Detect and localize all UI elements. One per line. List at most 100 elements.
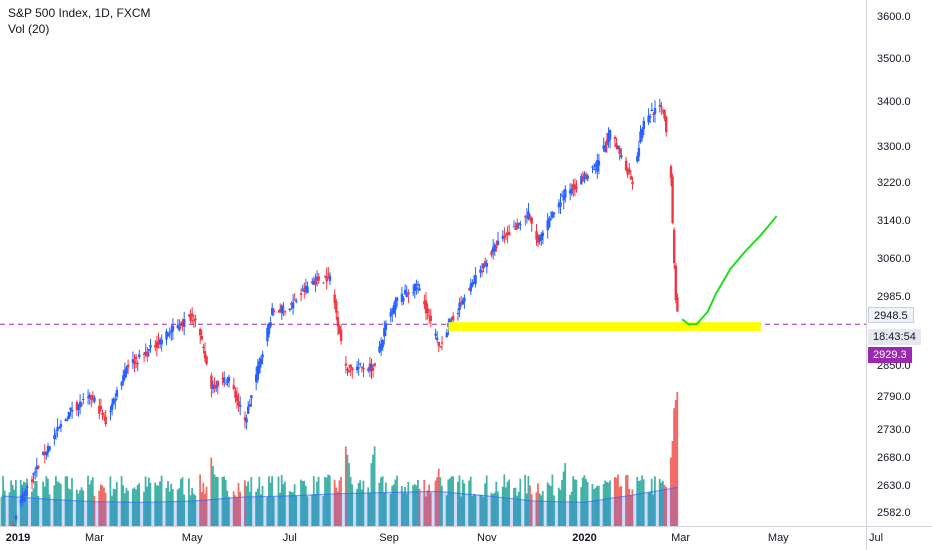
volume-bar [324, 477, 326, 526]
volume-bar [458, 475, 461, 526]
candle-body [508, 231, 511, 236]
candle-body [157, 341, 160, 344]
candle-body [110, 403, 114, 411]
candle-body [171, 325, 175, 332]
candle-body [405, 294, 408, 297]
candle-body [592, 168, 596, 170]
volume-bar [360, 489, 363, 526]
volume-bar [497, 491, 499, 526]
candle-body [131, 359, 135, 363]
candle-body [328, 275, 332, 281]
candle-body [469, 283, 472, 292]
candle-body [210, 375, 213, 389]
candle-body [115, 390, 119, 397]
volume-bar [637, 481, 640, 526]
volume-bar [191, 487, 193, 526]
time-tick-label: Jul [282, 532, 297, 544]
scale-corner [866, 526, 932, 550]
volume-bar [101, 485, 104, 526]
candle-body [232, 385, 235, 389]
price-chart-svg[interactable] [0, 0, 866, 526]
candle-body [154, 345, 157, 348]
candle-body [604, 145, 607, 152]
candle-body [480, 271, 484, 273]
volume-bar [43, 486, 46, 526]
volume-bar [279, 492, 281, 526]
volume-bar [183, 494, 185, 526]
candle-body [413, 283, 416, 292]
candle-body [283, 311, 287, 313]
volume-bar [348, 463, 350, 526]
volume-bar [335, 487, 338, 526]
volume-bar [56, 481, 59, 526]
price-scale[interactable]: 3600.0 3500.0 3400.0 3300.0 3220.0 3140.0 3060… [866, 0, 932, 526]
candle-body [109, 410, 112, 412]
volume-bar [413, 484, 416, 526]
symbol-legend[interactable]: S&P 500 Index, 1D, FXCM [8, 6, 151, 20]
candle-body [568, 190, 572, 194]
volume-bar [506, 481, 509, 526]
volume-bar [359, 480, 362, 526]
volume-bar [26, 478, 28, 526]
volume-bar [237, 483, 240, 526]
candle-body [493, 244, 496, 252]
candle-body [452, 315, 455, 321]
candle-body [629, 176, 633, 180]
volume-bar [135, 489, 137, 526]
volume-bar [525, 493, 528, 526]
candle-body [501, 235, 504, 239]
candle-body [347, 370, 351, 373]
volume-bar [492, 494, 494, 526]
volume-bar [123, 493, 126, 526]
volume-bar [146, 486, 149, 526]
price-tick-label: 2730.0 [877, 423, 911, 436]
volume-bar [213, 474, 216, 526]
volume-bar [654, 476, 656, 526]
candle-body [351, 367, 354, 371]
candle-body [30, 479, 34, 482]
volume-bar [200, 492, 203, 526]
candle-body [64, 419, 67, 421]
candle-body [400, 293, 404, 302]
volume-bar [485, 475, 488, 526]
candle-body [301, 289, 304, 292]
candle-body [146, 351, 149, 357]
candle-body [591, 166, 594, 168]
candle-body [224, 383, 227, 385]
volume-bar [549, 486, 552, 526]
candle-body [335, 301, 338, 313]
volume-bar [484, 483, 486, 526]
volume-bar [165, 488, 168, 526]
candle-body [647, 115, 650, 123]
volume-bar [452, 476, 454, 526]
volume-bar [479, 494, 482, 526]
volume-bar [236, 497, 238, 526]
volume-bar [167, 481, 169, 526]
candle-body [245, 418, 248, 423]
volume-bar [593, 489, 595, 526]
time-scale[interactable]: 2019 Mar May Jul Sep Nov 2020 Mar May Jul [0, 526, 883, 550]
volume-legend[interactable]: Vol (20) [8, 22, 50, 36]
volume-bar [75, 489, 78, 526]
price-tick-label: 3400.0 [877, 95, 911, 108]
volume-bar [591, 484, 594, 526]
volume-bar [650, 478, 653, 526]
candle-body [436, 337, 439, 340]
volume-bar [316, 481, 318, 526]
volume-bar [284, 481, 286, 526]
volume-bar [450, 476, 453, 526]
candle-body [463, 297, 466, 302]
chart-plot-area[interactable]: S&P 500 Index, 1D, FXCM Vol (20) [0, 0, 866, 526]
candle-body [370, 364, 373, 372]
time-tick-label: May [767, 532, 789, 544]
candle-body [247, 406, 250, 414]
candle-body [181, 321, 184, 326]
candle-body [642, 120, 645, 129]
volume-bar [641, 475, 643, 526]
candle-body [259, 358, 263, 365]
candle-body [506, 232, 509, 236]
volume-bar [570, 491, 573, 526]
candle-body [191, 313, 194, 317]
candle-body [189, 313, 192, 321]
price-tick-label: 2790.0 [877, 391, 911, 404]
